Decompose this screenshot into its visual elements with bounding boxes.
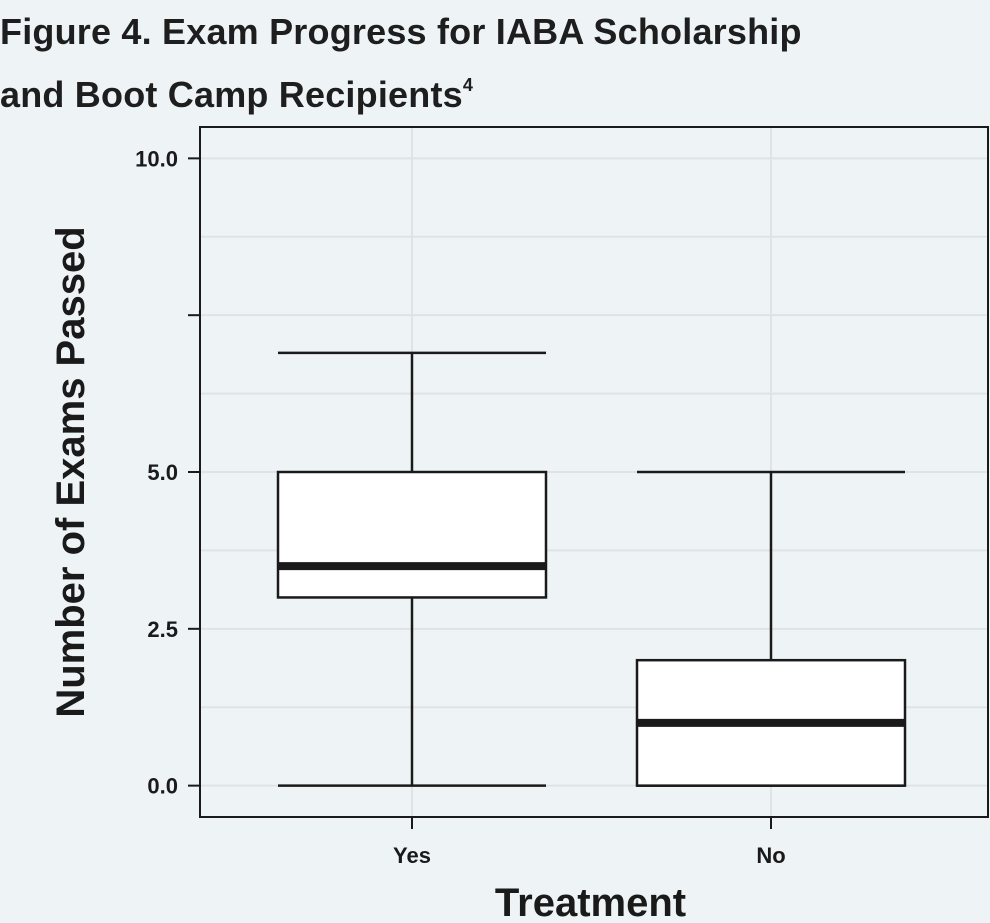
y-tick-label-2.5: 2.5 [147, 617, 178, 642]
x-axis-title: Treatment [495, 881, 686, 923]
iqr-box-yes [276, 470, 548, 599]
figure-footnote-marker: 4 [462, 75, 474, 95]
y-tick-label-0: 0.0 [147, 774, 178, 799]
x-tick-label-yes: Yes [393, 843, 431, 868]
boxes [276, 351, 907, 787]
box-group-yes [276, 351, 548, 787]
figure-title: Figure 4. Exam Progress for IABA Scholar… [0, 0, 990, 126]
y-tick-label-10: 10.0 [135, 146, 178, 171]
figure-title-line-1: Figure 4. Exam Progress for IABA Scholar… [0, 11, 802, 52]
y-axis-title: Number of Exams Passed [49, 226, 93, 717]
axes: 0.0 2.5 5.0 10.0 Yes No [135, 146, 785, 868]
figure-title-line-2: and Boot Camp Recipients4 [0, 63, 990, 126]
figure-title-line-2-text: and Boot Camp Recipients [0, 74, 463, 115]
box-group-no [635, 470, 907, 787]
x-tick-label-no: No [756, 843, 785, 868]
y-tick-label-5: 5.0 [147, 460, 178, 485]
